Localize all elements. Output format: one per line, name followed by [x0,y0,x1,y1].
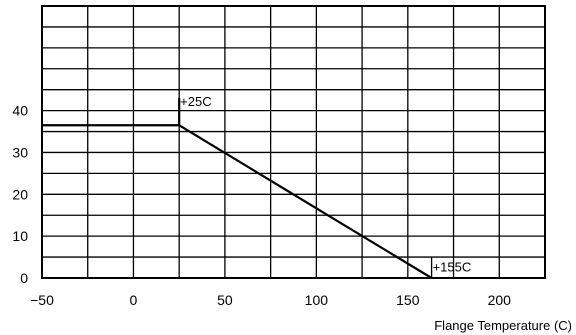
grid [42,6,545,278]
y-tick-label: 10 [12,228,28,244]
y-tick-label: 0 [20,270,28,286]
x-tick-labels: −50 0 50 100 150 200 [30,292,511,308]
x-axis-label: Flange Temperature (C) [434,318,572,333]
y-tick-label: 20 [12,186,28,202]
x-tick-label: −50 [30,292,54,308]
y-tick-labels: 0 10 20 30 40 [12,103,28,286]
x-tick-label: 100 [305,292,329,308]
plot-frame [41,5,546,279]
series-layer [42,98,433,279]
x-tick-label: 200 [488,292,512,308]
x-tick-label: 50 [217,292,233,308]
y-tick-label: 40 [12,103,28,119]
series-line [42,124,433,279]
x-tick-label: 0 [130,292,138,308]
annotation-label: +155C [433,260,472,275]
y-tick-label: 30 [12,144,28,160]
x-tick-label: 150 [396,292,420,308]
annotation-label: +25C [180,94,211,109]
annotations: +25C +155C [180,94,471,274]
